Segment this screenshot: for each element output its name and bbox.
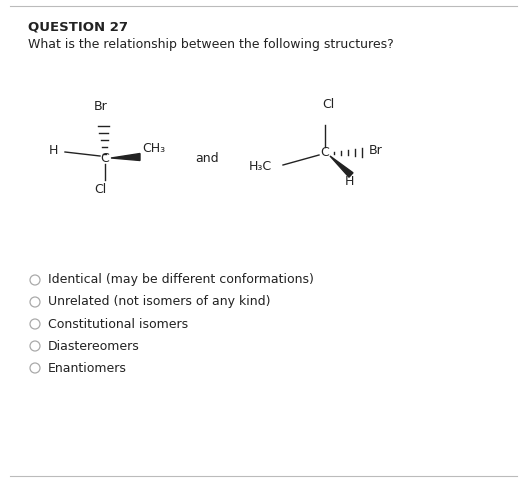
Circle shape	[30, 363, 40, 373]
Text: Br: Br	[369, 145, 383, 158]
Text: Br: Br	[94, 100, 108, 113]
Text: Enantiomers: Enantiomers	[48, 362, 127, 375]
Text: H₃C: H₃C	[249, 161, 272, 174]
Circle shape	[30, 341, 40, 351]
Polygon shape	[330, 156, 353, 177]
Text: Identical (may be different conformations): Identical (may be different conformation…	[48, 273, 314, 286]
Text: CH₃: CH₃	[142, 143, 165, 156]
Text: Diastereomers: Diastereomers	[48, 339, 140, 352]
Text: Unrelated (not isomers of any kind): Unrelated (not isomers of any kind)	[48, 295, 270, 308]
Text: Cl: Cl	[94, 183, 106, 196]
Text: C: C	[320, 147, 329, 160]
Text: H: H	[48, 144, 58, 157]
Text: Constitutional isomers: Constitutional isomers	[48, 318, 188, 331]
Text: What is the relationship between the following structures?: What is the relationship between the fol…	[28, 38, 394, 51]
Text: QUESTION 27: QUESTION 27	[28, 20, 128, 33]
Circle shape	[30, 275, 40, 285]
Circle shape	[30, 319, 40, 329]
Text: H: H	[345, 175, 354, 188]
Polygon shape	[111, 153, 140, 161]
Text: and: and	[195, 151, 219, 164]
Circle shape	[30, 297, 40, 307]
Text: Cl: Cl	[322, 98, 334, 111]
Text: C: C	[101, 151, 110, 164]
